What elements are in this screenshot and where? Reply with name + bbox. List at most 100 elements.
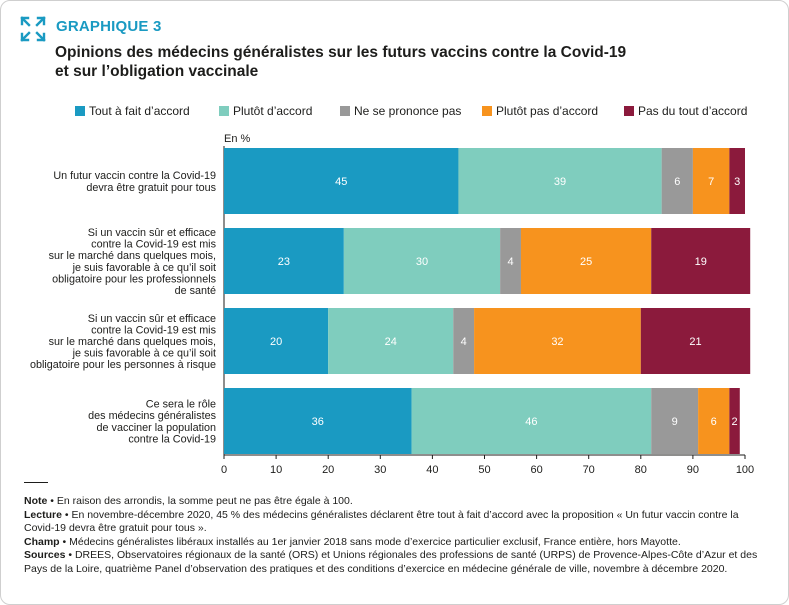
note-line: Sources • DREES, Observatoires régionaux… bbox=[24, 549, 764, 576]
x-tick-label: 70 bbox=[583, 464, 595, 476]
notes-divider bbox=[24, 482, 48, 483]
category-label: de santé bbox=[175, 285, 216, 297]
bar-segment bbox=[500, 228, 521, 294]
chart-legend: Tout à fait d’accord Plutôt d’accord Ne se… bbox=[0, 104, 789, 124]
data-label: 3 bbox=[734, 176, 740, 188]
bar-segment bbox=[328, 308, 454, 374]
bar-segment bbox=[651, 388, 699, 454]
x-tick-label: 50 bbox=[478, 464, 490, 476]
note-text: • Médecins généralistes libéraux install… bbox=[59, 535, 681, 548]
chart-notes: Note • En raison des arrondis, la somme … bbox=[24, 495, 764, 576]
bar-segment bbox=[661, 148, 693, 214]
data-label: 2 bbox=[732, 416, 738, 428]
bar-segment bbox=[651, 228, 751, 294]
category-label: Si un vaccin sûr et efficace bbox=[88, 313, 216, 325]
bar-segment bbox=[520, 228, 652, 294]
chart-title: Opinions des médecins généralistes sur l… bbox=[55, 43, 755, 81]
legend-swatch bbox=[482, 106, 492, 116]
stacked-bar-chart: En % 0 10 20 30 40 50 60 70 80 90 100 45 39 6 7 3 Un futu… bbox=[30, 133, 754, 476]
legend-label: Plutôt d’accord bbox=[233, 104, 313, 118]
note-key: Note bbox=[24, 495, 48, 507]
category-label: devra être gratuit pour tous bbox=[86, 182, 216, 194]
x-tick-label: 90 bbox=[687, 464, 699, 476]
data-label: 9 bbox=[672, 416, 678, 428]
x-tick-label: 20 bbox=[322, 464, 334, 476]
note-line: Champ • Médecins généralistes libéraux i… bbox=[24, 536, 764, 550]
legend-label: Tout à fait d’accord bbox=[89, 104, 190, 118]
bar-segment bbox=[729, 388, 740, 454]
legend-swatch bbox=[340, 106, 350, 116]
data-label: 36 bbox=[312, 416, 324, 428]
data-label: 39 bbox=[554, 176, 566, 188]
legend-swatch bbox=[75, 106, 85, 116]
legend-label: Pas du tout d’accord bbox=[638, 104, 748, 118]
bar-segment bbox=[698, 388, 730, 454]
data-label: 25 bbox=[580, 256, 592, 268]
x-tick-label: 60 bbox=[530, 464, 542, 476]
legend-swatch bbox=[624, 106, 634, 116]
legend-swatch bbox=[219, 106, 229, 116]
note-text: • En novembre-décembre 2020, 45 % des mé… bbox=[24, 508, 739, 535]
note-text: • En raison des arrondis, la somme peut … bbox=[47, 495, 353, 507]
x-tick-label: 40 bbox=[426, 464, 438, 476]
chart-title-line: Opinions des médecins généralistes sur l… bbox=[55, 44, 627, 61]
note-line: Lecture • En novembre-décembre 2020, 45 … bbox=[24, 509, 764, 536]
bar-segment bbox=[692, 148, 730, 214]
note-key: Lecture bbox=[24, 508, 62, 521]
bar-segment bbox=[411, 388, 652, 454]
bar-segment bbox=[458, 148, 662, 214]
data-label: 19 bbox=[695, 256, 707, 268]
bar-segment bbox=[640, 308, 751, 374]
data-label: 24 bbox=[385, 336, 397, 348]
category-label: Un futur vaccin contre la Covid-19 bbox=[53, 170, 216, 182]
category-label: contre la Covid-19 bbox=[128, 433, 216, 445]
data-label: 7 bbox=[708, 176, 714, 188]
legend-label: Ne se prononce pas bbox=[354, 104, 462, 118]
data-label: 6 bbox=[711, 416, 717, 428]
category-label: Si un vaccin sûr et efficace bbox=[88, 227, 216, 239]
bar-segment bbox=[224, 148, 459, 214]
data-label: 4 bbox=[461, 336, 467, 348]
category-label: contre la Covid-19 est mis bbox=[91, 324, 216, 336]
expand-icon[interactable] bbox=[20, 16, 46, 42]
note-text: • DREES, Observatoires régionaux de la s… bbox=[24, 549, 758, 575]
category-label: je suis favorable à ce qu’il soit bbox=[72, 262, 216, 274]
category-label: contre la Covid-19 est mis bbox=[91, 239, 216, 251]
note-key: Sources bbox=[24, 549, 66, 561]
data-label: 45 bbox=[335, 176, 347, 188]
category-label: sur le marché dans quelques mois, bbox=[49, 336, 216, 348]
data-label: 4 bbox=[507, 256, 513, 268]
category-label: des médecins généralistes bbox=[88, 410, 216, 422]
bar-segment bbox=[224, 228, 344, 294]
bar-segment bbox=[224, 388, 412, 454]
figure-label: GRAPHIQUE 3 bbox=[56, 18, 162, 35]
note-line: Note • En raison des arrondis, la somme … bbox=[24, 495, 764, 509]
data-label: 30 bbox=[416, 256, 428, 268]
legend-label: Plutôt pas d’accord bbox=[496, 104, 599, 118]
unit-label: En % bbox=[224, 133, 251, 145]
category-label: je suis favorable à ce qu’il soit bbox=[72, 348, 216, 360]
chart-title-line: et sur l’obligation vaccinale bbox=[55, 63, 259, 80]
category-label: sur le marché dans quelques mois, bbox=[49, 250, 216, 262]
category-label: obligatoire pour les professionnels bbox=[52, 273, 216, 285]
bar-segment bbox=[343, 228, 501, 294]
bar-segment bbox=[474, 308, 641, 374]
bar-segment bbox=[729, 148, 745, 214]
bar-segment bbox=[453, 308, 475, 374]
data-label: 46 bbox=[525, 416, 537, 428]
data-label: 6 bbox=[674, 176, 680, 188]
x-tick-label: 0 bbox=[221, 464, 227, 476]
note-key: Champ bbox=[24, 535, 60, 548]
x-tick-label: 80 bbox=[635, 464, 647, 476]
category-label: obligatoire pour les personnes à risque bbox=[30, 359, 216, 371]
data-label: 21 bbox=[689, 336, 701, 348]
data-label: 32 bbox=[551, 336, 563, 348]
category-label: Ce sera le rôle bbox=[146, 399, 216, 411]
x-tick-label: 100 bbox=[736, 464, 754, 476]
x-tick-label: 30 bbox=[374, 464, 386, 476]
bar-segment bbox=[224, 308, 329, 374]
data-label: 20 bbox=[270, 336, 282, 348]
data-label: 23 bbox=[278, 256, 290, 268]
x-tick-label: 10 bbox=[270, 464, 282, 476]
